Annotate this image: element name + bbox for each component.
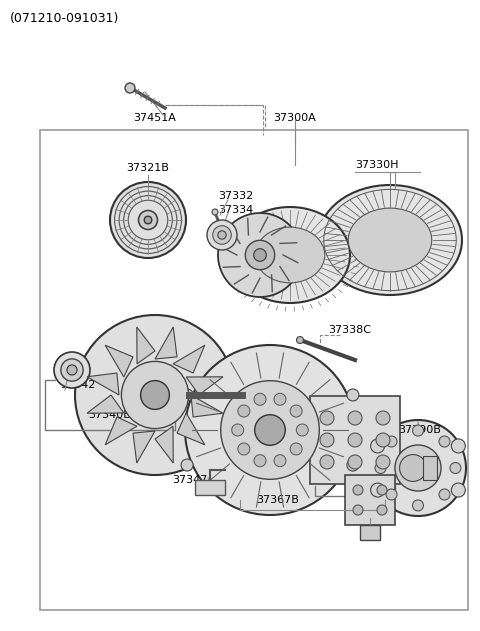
- Circle shape: [75, 315, 235, 475]
- Circle shape: [181, 459, 193, 471]
- Circle shape: [386, 489, 397, 500]
- Text: 37332: 37332: [218, 191, 253, 201]
- Circle shape: [110, 182, 186, 258]
- Circle shape: [439, 436, 450, 447]
- Circle shape: [348, 455, 362, 469]
- Polygon shape: [186, 377, 223, 395]
- Circle shape: [238, 405, 250, 417]
- Text: 37347: 37347: [172, 475, 208, 485]
- Polygon shape: [133, 431, 155, 463]
- Circle shape: [54, 352, 90, 388]
- Circle shape: [375, 463, 386, 473]
- Circle shape: [213, 226, 231, 244]
- Text: 37321B: 37321B: [127, 163, 169, 173]
- Circle shape: [353, 505, 363, 515]
- Circle shape: [290, 443, 302, 455]
- Circle shape: [371, 483, 384, 497]
- Circle shape: [412, 425, 423, 436]
- Polygon shape: [105, 345, 133, 377]
- Circle shape: [139, 211, 157, 230]
- Bar: [423, 456, 437, 480]
- Circle shape: [353, 485, 363, 495]
- Ellipse shape: [318, 185, 462, 295]
- Circle shape: [439, 489, 450, 500]
- Circle shape: [245, 240, 275, 269]
- Circle shape: [348, 433, 362, 447]
- Circle shape: [232, 424, 244, 436]
- Circle shape: [274, 393, 286, 405]
- Circle shape: [451, 439, 466, 453]
- Circle shape: [297, 336, 303, 343]
- Polygon shape: [87, 395, 124, 413]
- Circle shape: [125, 83, 135, 93]
- Text: 37390B: 37390B: [398, 425, 442, 435]
- Circle shape: [144, 216, 152, 224]
- Polygon shape: [155, 426, 173, 463]
- Circle shape: [185, 345, 355, 515]
- Circle shape: [376, 455, 390, 469]
- Text: 37330H: 37330H: [355, 160, 398, 170]
- Circle shape: [320, 455, 334, 469]
- Circle shape: [347, 459, 359, 471]
- Polygon shape: [177, 413, 205, 445]
- Circle shape: [218, 213, 302, 297]
- Circle shape: [450, 463, 461, 473]
- Ellipse shape: [230, 207, 350, 303]
- Circle shape: [348, 411, 362, 425]
- Circle shape: [67, 365, 77, 375]
- Circle shape: [254, 249, 266, 261]
- Circle shape: [412, 500, 423, 511]
- Circle shape: [238, 443, 250, 455]
- Circle shape: [141, 380, 169, 410]
- Circle shape: [212, 209, 218, 215]
- Circle shape: [386, 436, 397, 447]
- Text: (071210-091031): (071210-091031): [10, 12, 120, 25]
- Polygon shape: [137, 327, 155, 364]
- Circle shape: [371, 439, 384, 453]
- Polygon shape: [105, 417, 137, 445]
- Polygon shape: [155, 327, 177, 359]
- Circle shape: [121, 362, 189, 428]
- Circle shape: [320, 433, 334, 447]
- Circle shape: [370, 420, 466, 516]
- Circle shape: [255, 415, 285, 445]
- Text: 37300A: 37300A: [274, 113, 316, 123]
- Circle shape: [254, 455, 266, 467]
- Ellipse shape: [348, 208, 432, 272]
- Bar: [195, 480, 225, 495]
- Circle shape: [207, 220, 237, 250]
- Bar: [345, 475, 395, 525]
- Circle shape: [377, 485, 387, 495]
- Circle shape: [61, 359, 83, 381]
- Text: 37367B: 37367B: [257, 495, 300, 505]
- Circle shape: [347, 389, 359, 401]
- Circle shape: [218, 231, 226, 239]
- Text: 37370B: 37370B: [344, 505, 386, 515]
- Text: 37451A: 37451A: [133, 113, 177, 123]
- Circle shape: [296, 424, 308, 436]
- Ellipse shape: [255, 227, 325, 283]
- Circle shape: [254, 393, 266, 405]
- Text: 37338C: 37338C: [328, 325, 371, 335]
- Circle shape: [395, 445, 441, 491]
- Circle shape: [181, 389, 193, 401]
- Circle shape: [221, 380, 319, 480]
- Text: 37340E: 37340E: [88, 410, 130, 420]
- Polygon shape: [191, 395, 223, 417]
- Text: 37334: 37334: [218, 205, 253, 215]
- Bar: [360, 525, 380, 540]
- Bar: [40, 130, 468, 610]
- Circle shape: [274, 455, 286, 467]
- Circle shape: [451, 483, 466, 497]
- Polygon shape: [87, 373, 119, 395]
- Circle shape: [376, 411, 390, 425]
- Circle shape: [376, 433, 390, 447]
- Circle shape: [290, 405, 302, 417]
- Bar: [310, 396, 400, 484]
- Circle shape: [399, 454, 426, 481]
- Polygon shape: [173, 345, 205, 373]
- Text: 37342: 37342: [60, 380, 96, 390]
- Circle shape: [320, 411, 334, 425]
- Circle shape: [377, 505, 387, 515]
